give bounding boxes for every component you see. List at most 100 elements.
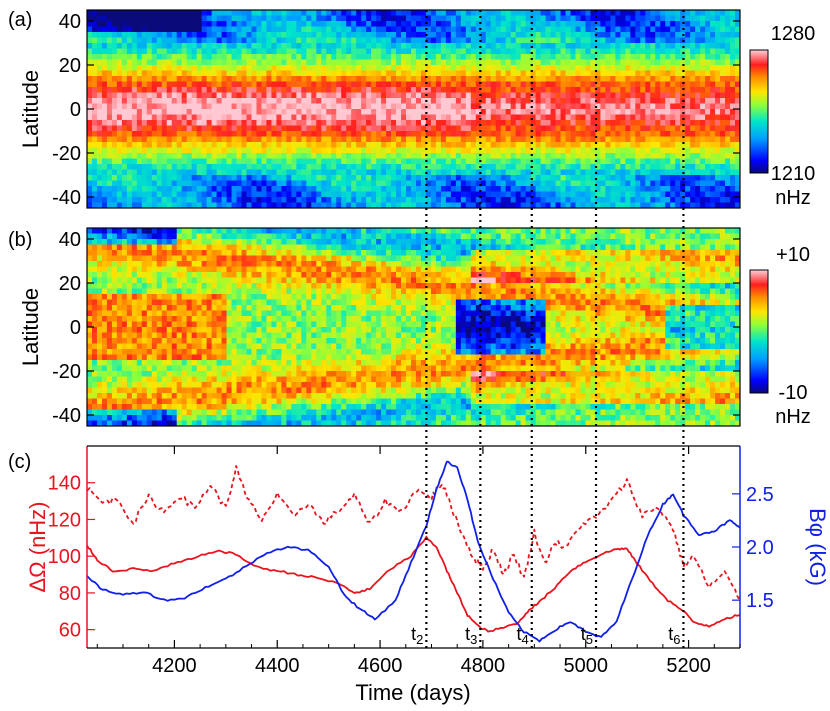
panel-a-heat-cell [540, 114, 547, 121]
panel-a-heat-cell [156, 175, 163, 182]
panel-a-heat-cell [91, 76, 98, 83]
panel-a-heat-cell [151, 191, 158, 198]
panel-a-heat-cell [695, 109, 701, 116]
panel-a-heat-cell [460, 164, 467, 171]
panel-a-heat-cell [356, 147, 362, 154]
panel-a-heat-cell [605, 54, 611, 61]
panel-a-heat-cell [371, 114, 377, 121]
panel-a-heat-cell [171, 191, 178, 198]
panel-a-heat-cell [401, 98, 407, 105]
panel-a-heat-cell [391, 70, 397, 77]
panel-a-heat-cell [236, 81, 243, 88]
panel-a-heat-cell [236, 32, 243, 39]
panel-a-heat-cell [625, 65, 631, 72]
panel-a-heat-cell [435, 32, 442, 39]
panel-a-heat-cell [241, 158, 248, 165]
panel-a-heat-cell [495, 136, 502, 143]
panel-a-heat-cell [326, 59, 332, 66]
panel-a-heat-cell [650, 54, 656, 61]
panel-b-heat-cell [101, 244, 108, 251]
panel-a-heat-cell [306, 70, 312, 77]
panel-a-heat-cell [680, 48, 686, 55]
panel-a-heat-cell [555, 10, 562, 17]
panel-a-heat-cell [271, 21, 278, 28]
panel-a-heat-cell [735, 65, 740, 72]
panel-a-heat-cell [470, 59, 477, 66]
panel-a-heat-cell [96, 147, 103, 154]
panel-a-heat-cell [306, 54, 312, 61]
panel-a-heat-cell [261, 103, 268, 110]
panel-a-heat-cell [281, 147, 287, 154]
panel-a-heat-cell [645, 43, 651, 50]
panel-a-heat-cell [695, 202, 701, 208]
panel-a-heat-cell [256, 202, 263, 208]
panel-a-heat-cell [201, 32, 208, 39]
panel-a-heat-cell [440, 15, 447, 22]
panel-a-heat-cell [500, 87, 507, 94]
panel-a-heat-cell [381, 59, 387, 66]
panel-a-heat-cell [386, 43, 392, 50]
panel-b-heat-cell [116, 239, 123, 246]
panel-a-heat-cell [610, 32, 616, 39]
panel-a-heat-cell [430, 153, 437, 160]
panel-a-heat-cell [166, 180, 173, 187]
panel-a-heat-cell [640, 59, 646, 66]
panel-a-heat-cell [271, 202, 278, 208]
panel-a-heat-cell [241, 76, 248, 83]
panel-a-heat-cell [281, 103, 287, 110]
panel-a-heat-cell [391, 87, 397, 94]
panel-a-heat-cell [171, 136, 178, 143]
panel-a-heat-cell [450, 202, 457, 208]
panel-a-heat-cell [530, 158, 537, 165]
panel-a-heat-cell [316, 103, 322, 110]
panel-a-heat-cell [515, 81, 522, 88]
panel-a-heat-cell [690, 158, 696, 165]
panel-a-heat-cell [401, 142, 407, 149]
panel-a-heat-cell [251, 131, 258, 138]
panel-a-heat-cell [465, 103, 472, 110]
panel-a-heat-cell [411, 70, 417, 77]
panel-a-heat-cell [420, 81, 427, 88]
panel-a-heat-cell [126, 109, 133, 116]
panel-a-heat-cell [366, 191, 372, 198]
panel-a-heat-cell [590, 197, 597, 204]
panel-a-heat-cell [236, 142, 243, 149]
panel-b-heat-cell [91, 294, 98, 301]
panel-a-heat-cell [645, 59, 651, 66]
panel-a-heat-cell [306, 43, 312, 50]
panel-a-heat-cell [221, 98, 228, 105]
panel-a-heat-cell [206, 147, 213, 154]
panel-b-heat-cell [101, 305, 108, 312]
panel-a-heat-cell [131, 169, 138, 176]
panel-a-heat-cell [605, 125, 611, 132]
panel-a-heat-cell [146, 103, 153, 110]
panel-a-heat-cell [291, 37, 297, 44]
panel-a-heat-cell [211, 147, 218, 154]
panel-a-heat-cell [226, 180, 233, 187]
panel-a-heat-cell [201, 125, 208, 132]
panel-a-heat-cell [575, 103, 582, 110]
panel-a-heat-cell [151, 114, 158, 121]
panel-a-heat-cell [256, 87, 263, 94]
panel-a-heat-cell [515, 164, 522, 171]
panel-a-heat-cell [181, 120, 188, 127]
panel-a-heat-cell [480, 81, 487, 88]
panel-a-heat-cell [415, 32, 422, 39]
panel-a-heat-cell [465, 114, 472, 121]
panel-a-heat-cell [715, 21, 721, 28]
panel-a-heat-cell [306, 180, 312, 187]
panel-a-heat-cell [415, 191, 422, 198]
panel-a-heat-cell [605, 131, 611, 138]
panel-a-heat-cell [236, 26, 243, 33]
panel-a-heat-cell [161, 120, 168, 127]
panel-a-heat-cell [396, 186, 402, 193]
panel-a-heat-cell [715, 65, 721, 72]
panel-a-heat-cell [730, 131, 736, 138]
panel-a-heat-cell [336, 26, 342, 33]
panel-b-heat-cell [111, 398, 118, 405]
panel-a-heat-cell [281, 191, 287, 198]
panel-a-heat-cell [266, 175, 273, 182]
panel-a-heat-cell [261, 125, 268, 132]
panel-a-heat-cell [570, 87, 577, 94]
panel-a-heat-cell [625, 54, 631, 61]
